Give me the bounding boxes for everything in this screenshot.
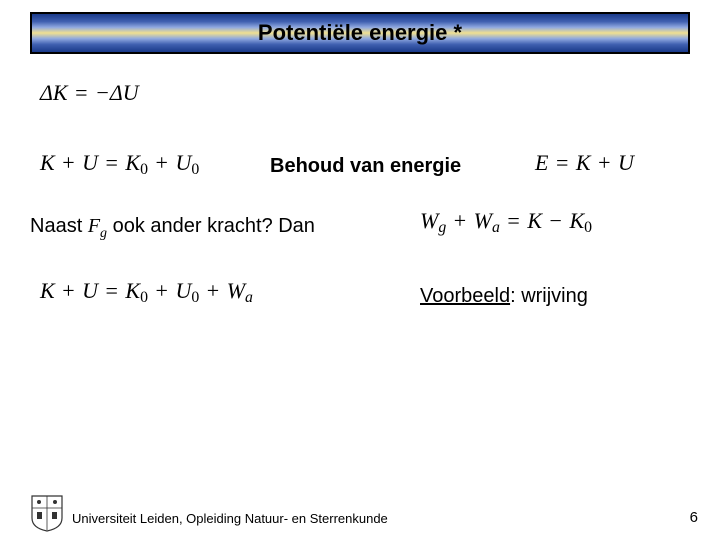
equation-conservation: K + U = K0 + U0 [40, 150, 199, 179]
shield-icon [30, 494, 64, 532]
equation-energy-with-work: K + U = K0 + U0 + Wa [40, 278, 253, 307]
equation-total-energy: E = K + U [535, 150, 634, 176]
naast-pre: Naast [30, 215, 88, 237]
page-number: 6 [690, 509, 698, 526]
title-banner: Potentiële energie * [30, 12, 690, 54]
naast-post: ook ander kracht? Dan [107, 215, 315, 237]
title-text: Potentiële energie * [258, 20, 462, 46]
example-rest: : wrijving [510, 285, 588, 307]
equation-work-sum: Wg + Wa = K − K0 [420, 208, 592, 237]
fg-symbol: Fg [88, 215, 107, 237]
footer-text: Universiteit Leiden, Opleiding Natuur- e… [72, 511, 388, 526]
conservation-label: Behoud van energie [270, 155, 461, 178]
other-force-line: Naast Fg ook ander kracht? Dan [30, 215, 315, 242]
equation-delta-k: ΔK = −ΔU [40, 80, 139, 106]
example-underline: Voorbeeld [420, 285, 510, 307]
university-logo [30, 494, 64, 532]
example-label: Voorbeeld: wrijving [420, 285, 588, 308]
